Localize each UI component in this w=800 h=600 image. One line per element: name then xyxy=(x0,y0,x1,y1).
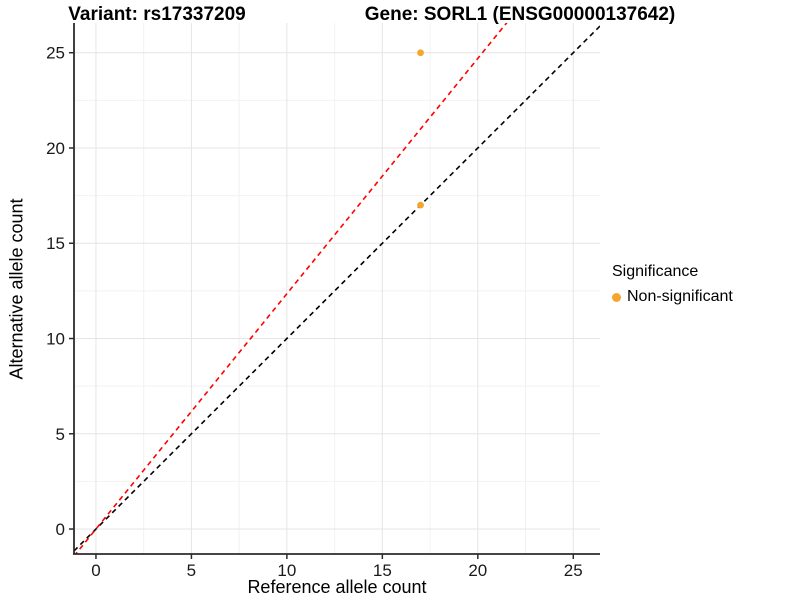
variant-title: Variant: rs17337209 xyxy=(68,4,246,25)
y-tick-label: 5 xyxy=(56,425,65,444)
legend-point-icon xyxy=(612,292,621,302)
y-tick-label: 20 xyxy=(46,139,65,158)
legend: Significance Non-significant xyxy=(612,263,733,306)
y-tick-label: 10 xyxy=(46,330,65,349)
x-tick-label: 5 xyxy=(187,561,196,580)
x-tick-label: 20 xyxy=(468,561,487,580)
y-tick-label: 15 xyxy=(46,234,65,253)
legend-entry-label: Non-significant xyxy=(627,288,733,305)
x-axis-title: Reference allele count xyxy=(247,577,427,597)
y-tick-label: 25 xyxy=(46,44,65,63)
x-tick-label: 10 xyxy=(277,561,296,580)
ratio-line xyxy=(74,23,508,554)
data-point xyxy=(417,49,424,57)
data-point xyxy=(417,201,424,209)
y-axis-title: Alternative allele count xyxy=(6,198,27,380)
legend-entry: Non-significant xyxy=(612,288,733,306)
identity-line xyxy=(74,25,600,552)
x-tick-label: 0 xyxy=(91,561,100,580)
y-tick-label: 0 xyxy=(56,520,65,539)
x-tick-label: 25 xyxy=(564,561,583,580)
legend-title: Significance xyxy=(612,263,699,280)
gene-title: Gene: SORL1 (ENSG00000137642) xyxy=(364,4,676,25)
x-tick-label: 15 xyxy=(373,561,392,580)
